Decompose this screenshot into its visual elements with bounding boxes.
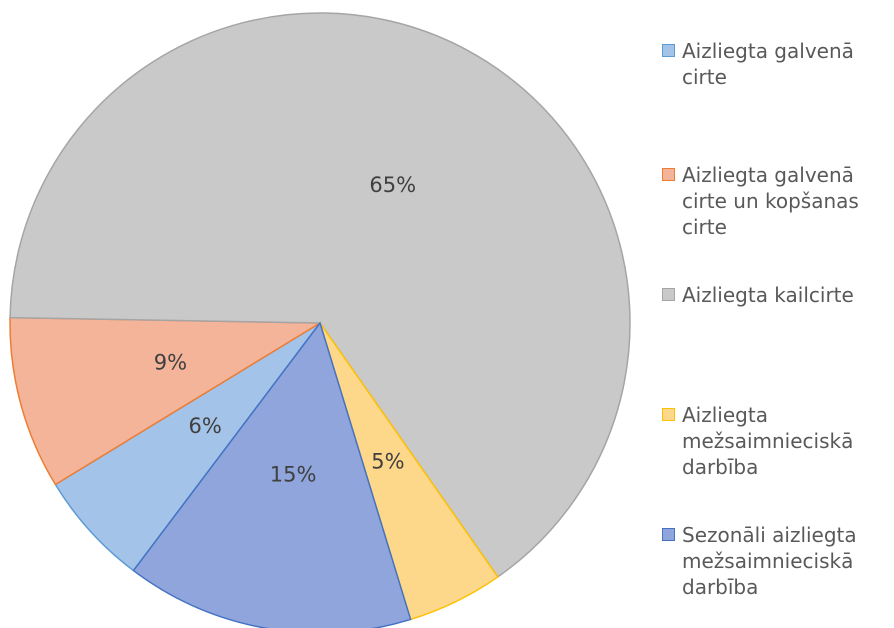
legend-label: Aizliegta mežsaimnieciskā darbība — [682, 403, 854, 479]
data-label: 15% — [270, 463, 317, 487]
legend-item: Aizliegta galvenā cirte — [662, 38, 892, 90]
legend-label: Aizliegta kailcirte — [682, 283, 854, 307]
legend-label: Sezonāli aizliegta mežsaimnieciskā darbī… — [682, 523, 857, 599]
data-label: 6% — [189, 414, 222, 438]
data-label: 5% — [371, 449, 404, 473]
legend-label: Aizliegta galvenā cirte — [682, 39, 854, 89]
data-label: 9% — [154, 351, 187, 375]
legend-swatch — [662, 44, 675, 57]
pie-slice — [9, 316, 323, 486]
pie-slice — [9, 12, 631, 578]
legend-swatch — [662, 528, 675, 541]
legend-item: Aizliegta mežsaimnieciskā darbība — [662, 402, 892, 480]
legend-swatch — [662, 408, 675, 421]
legend-label: Aizliegta galvenā cirte un kopšanas cirt… — [682, 163, 859, 239]
legend-swatch — [662, 288, 675, 301]
pie-slice — [132, 321, 412, 628]
legend-item: Aizliegta galvenā cirte un kopšanas cirt… — [662, 162, 892, 240]
data-label: 65% — [369, 173, 416, 197]
legend-item: Aizliegta kailcirte — [662, 282, 892, 308]
legend-swatch — [662, 168, 675, 181]
pie-area: 6% 9% 65% 5% 15% — [9, 12, 631, 628]
legend-item: Sezonāli aizliegta mežsaimnieciskā darbī… — [662, 522, 892, 600]
